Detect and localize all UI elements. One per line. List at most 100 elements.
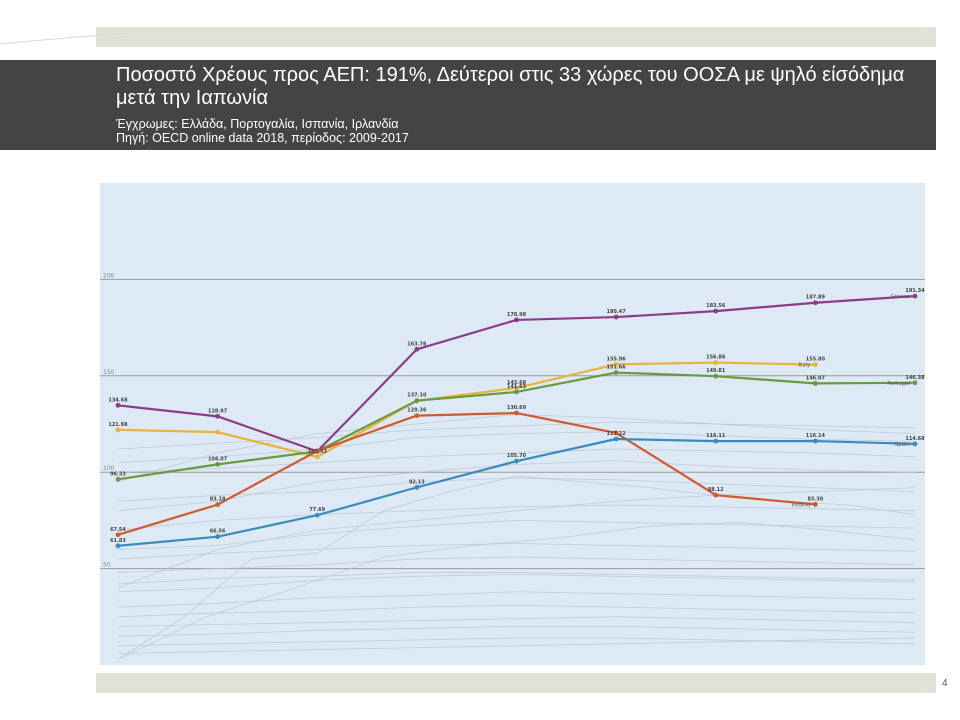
data-label-ireland: 88.12 <box>708 487 724 493</box>
data-label-portugal: 141.63 <box>507 384 527 390</box>
page-number: 4 <box>942 678 948 689</box>
data-point-italy <box>314 454 320 460</box>
data-label-portugal: 149.81 <box>706 368 726 374</box>
background-country-line <box>117 591 916 608</box>
data-label-italy: 107.93 <box>308 449 328 455</box>
background-country-line <box>117 521 916 660</box>
data-label-italy: 143.68 <box>507 380 527 386</box>
data-point-ireland <box>414 413 420 418</box>
data-label-ireland: 67.54 <box>110 527 126 533</box>
data-label-greece: 187.89 <box>806 295 826 301</box>
data-point-greece <box>514 317 519 323</box>
data-point-spain <box>713 438 719 444</box>
data-point-spain <box>613 436 619 442</box>
background-country-line <box>117 616 916 627</box>
data-label-spain: 116.11 <box>706 433 726 439</box>
data-label-ireland: 130.69 <box>507 405 527 411</box>
data-label-portugal: 146.07 <box>806 375 826 381</box>
background-country-line <box>117 543 916 560</box>
slide-subtitle-source: Πηγή: OECD online data 2018, περίοδος: 2… <box>116 131 409 145</box>
data-label-ireland: 83.30 <box>807 496 823 502</box>
background-country-line <box>117 519 916 550</box>
data-label-portugal: 151.66 <box>606 365 626 371</box>
data-label-spain: 114.68 <box>905 436 925 442</box>
y-tick-label: 150 <box>103 369 115 376</box>
data-point-italy <box>713 360 719 365</box>
series-line-italy <box>117 361 816 459</box>
title-banner <box>0 60 936 150</box>
data-point-ireland <box>514 410 519 416</box>
data-label-greece: 178.98 <box>507 312 527 318</box>
data-point-greece <box>215 413 221 419</box>
data-label-ireland: 129.36 <box>407 408 427 414</box>
data-point-spain <box>912 441 918 447</box>
data-point-italy <box>812 362 818 368</box>
data-point-portugal <box>514 389 519 395</box>
background-country-line <box>117 556 916 573</box>
data-point-greece <box>912 293 918 299</box>
data-point-ireland <box>314 448 320 454</box>
background-country-line <box>117 477 916 502</box>
background-country-line <box>117 573 916 593</box>
slide-subtitle-colors: Έγχρωμες: Ελλάδα, Πορτογαλία, Ισπανία, Ι… <box>116 117 399 131</box>
data-label-italy: 155.80 <box>806 357 826 363</box>
background-country-line <box>117 626 916 637</box>
slide-title: Ποσοστό Χρέους προς ΑΕΠ: 191%, Δεύτεροι … <box>116 64 905 109</box>
decorative-line <box>0 32 130 45</box>
background-country-line <box>117 637 916 654</box>
data-label-portugal: 96.33 <box>110 471 126 477</box>
data-label-italy: 156.86 <box>706 355 726 361</box>
data-label-spain: 92.13 <box>409 479 425 485</box>
data-point-spain <box>414 484 420 490</box>
background-country-line <box>117 572 916 585</box>
data-point-ireland <box>115 532 121 538</box>
data-label-portugal: 146.38 <box>905 375 925 381</box>
background-country-line <box>117 431 916 463</box>
y-tick-label: 50 <box>103 562 111 569</box>
data-point-italy <box>514 385 519 391</box>
other-countries-lines <box>117 183 916 660</box>
data-point-ireland <box>713 492 719 498</box>
data-point-italy <box>215 429 221 435</box>
data-label-italy: 155.96 <box>606 356 626 362</box>
data-label-greece: 183.56 <box>706 303 726 309</box>
plot-background <box>100 183 925 665</box>
data-label-greece: 180.47 <box>606 309 626 315</box>
data-point-greece <box>812 300 818 306</box>
data-point-spain <box>215 534 221 540</box>
bottom-decoration-bar <box>96 673 936 693</box>
data-label-italy: 121.98 <box>108 422 128 428</box>
data-label-portugal: 137.10 <box>407 393 427 399</box>
data-point-ireland <box>215 502 221 508</box>
data-point-portugal <box>613 370 619 375</box>
series-line-ireland <box>117 411 816 536</box>
series-name-ireland: Ireland <box>791 502 810 508</box>
data-point-ireland <box>613 430 619 436</box>
data-label-greece: 163.76 <box>407 341 427 347</box>
background-country-line <box>117 448 916 473</box>
series-name-greece: Greece <box>890 294 910 300</box>
series-name-spain: Spain <box>895 442 911 448</box>
data-point-portugal <box>713 373 719 379</box>
data-point-greece <box>613 314 619 320</box>
background-country-line <box>117 637 916 647</box>
background-country-line <box>117 487 916 589</box>
data-point-spain <box>514 458 519 464</box>
data-point-greece <box>414 346 420 352</box>
data-point-portugal <box>912 380 918 386</box>
data-point-portugal <box>414 398 420 404</box>
data-point-greece <box>115 402 121 408</box>
background-country-line <box>117 504 916 531</box>
data-point-italy <box>613 361 619 367</box>
data-label-spain: 66.56 <box>210 529 226 535</box>
series-name-italy: Italy <box>798 363 811 369</box>
debt-to-gdp-line-chart: 50 100 150 200 134.68 128.97 163.76 178.98 180.… <box>100 183 925 665</box>
data-label-spain: 105.70 <box>507 453 527 459</box>
data-point-italy <box>115 427 121 433</box>
data-label-greece: 191.34 <box>905 288 925 294</box>
data-point-ireland <box>812 501 818 507</box>
data-point-spain <box>314 512 320 518</box>
data-label-spain: 117.22 <box>606 431 626 437</box>
background-country-line <box>117 460 916 512</box>
background-country-line <box>117 604 916 618</box>
